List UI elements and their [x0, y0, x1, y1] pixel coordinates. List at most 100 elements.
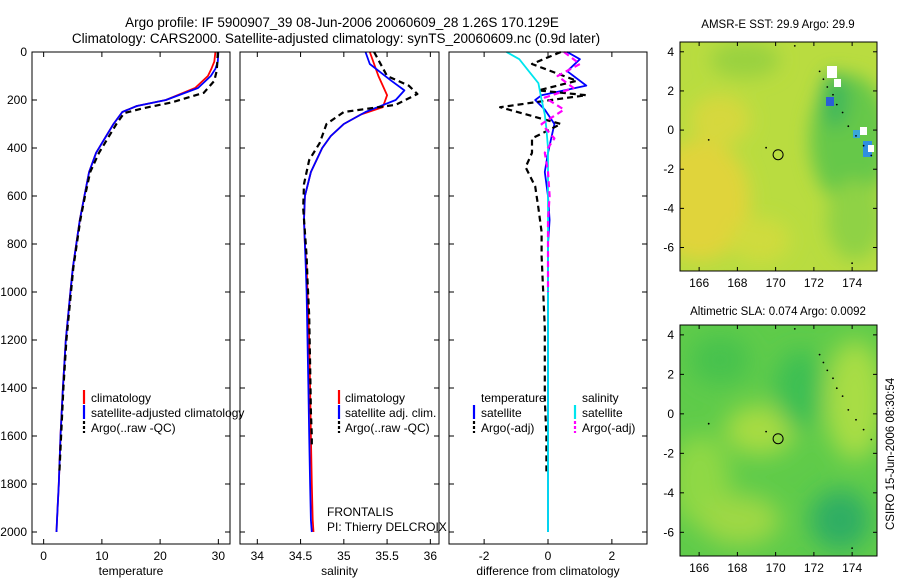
x-tick-label: 0 — [545, 549, 552, 563]
island-dot — [862, 428, 865, 431]
sla-map-axes: 166 168 170 172 174 -6 -4 -2 0 2 4 — [663, 324, 878, 575]
figure-title-line1: Argo profile: IF 5900907_39 08-Jun-2006 … — [125, 15, 559, 30]
sst-cold-pixel — [853, 130, 860, 138]
y-tick-label: 2 — [667, 84, 674, 98]
x-tick-label: 35.5 — [375, 549, 399, 563]
x-axis-label: temperature — [99, 564, 164, 578]
argo-position-marker — [772, 149, 784, 161]
x-tick-label: 30 — [212, 549, 226, 563]
island-dot — [832, 377, 834, 380]
figure-title-line2: Climatology: CARS2000. Satellite-adjuste… — [72, 31, 600, 46]
island-dot — [851, 262, 853, 265]
island-dot — [707, 422, 710, 425]
legend-label-climatology: climatology — [345, 391, 405, 405]
legend-label-satellite: satellite-adjusted climatology — [91, 406, 244, 420]
y-tick-label: 2000 — [0, 525, 27, 539]
island-dot — [835, 387, 838, 390]
sst-missing-pixel — [868, 145, 874, 152]
sst-cold-pixel — [863, 141, 872, 157]
salinity-axes: 34 34.5 35 35.5 36 salinity — [239, 51, 440, 578]
x-tick-label: 34.5 — [289, 549, 313, 563]
y-tick-label: -6 — [663, 525, 674, 539]
x-tick-label: 170 — [766, 561, 786, 575]
salinity-legend: climatology satellite adj. clim. Argo(..… — [337, 390, 436, 435]
axes-frame — [239, 51, 440, 545]
island-dot — [822, 78, 825, 81]
y-tick-label: 1400 — [0, 381, 27, 395]
island-dot — [855, 135, 857, 137]
legend-label-climatology: climatology — [91, 391, 151, 405]
island-dot — [818, 353, 821, 356]
x-tick-label: 0 — [40, 549, 47, 563]
sst-missing-pixel — [834, 79, 841, 87]
island-dot — [707, 139, 710, 141]
series-line-salinity-argo-adj — [540, 51, 582, 292]
y-tick-label: 4 — [667, 45, 674, 59]
legend-heading-temperature: temperature — [481, 391, 546, 405]
island-dot — [855, 418, 857, 421]
credit-stamp: CSIRO 15-Jun-2006 08:30:54 — [885, 377, 897, 530]
y-tick-label: 0 — [667, 407, 674, 421]
x-tick-label: 172 — [804, 561, 824, 575]
y-tick-label: 400 — [7, 141, 27, 155]
sla-map-title: Altimetric SLA: 0.074 Argo: 0.0092 — [690, 306, 866, 318]
sst-field — [680, 42, 877, 271]
island-dot — [847, 409, 850, 411]
pi-name: PI: Thierry DELCROIX — [327, 520, 447, 534]
y-tick-label: -2 — [663, 446, 674, 460]
series-line-argo-raw-qc — [58, 51, 219, 473]
x-tick-label: 172 — [804, 276, 824, 290]
y-tick-label: 4 — [667, 328, 674, 342]
x-tick-label: 174 — [842, 561, 862, 575]
island-dot — [765, 146, 767, 149]
island-dot — [841, 111, 844, 114]
island-dot — [870, 154, 873, 157]
island-dot — [826, 369, 829, 372]
y-tick-label: 1200 — [0, 333, 27, 347]
y-tick-label: 2 — [667, 367, 674, 381]
legend-label-argo: Argo(..raw -QC) — [345, 421, 430, 435]
island-dot — [841, 395, 844, 397]
x-tick-label: 10 — [95, 549, 109, 563]
island-dot — [835, 103, 838, 106]
sst-map-title: AMSR-E SST: 29.9 Argo: 29.9 — [701, 19, 854, 31]
island-dot — [793, 328, 796, 330]
y-tick-label: -4 — [663, 201, 674, 215]
sst-missing-pixel — [860, 127, 867, 135]
y-tick-label: 800 — [7, 237, 27, 251]
legend-label-temp-argo: Argo(-adj) — [481, 421, 534, 435]
series-line-satellite-adj-clim — [303, 51, 406, 533]
x-tick-label: 35 — [337, 549, 351, 563]
legend-label-sal-argo: Argo(-adj) — [582, 421, 635, 435]
sst-missing-pixel — [827, 66, 837, 78]
legend-label-sal-satellite: satellite — [582, 406, 623, 420]
island-dot — [793, 45, 796, 47]
y-tick-label: 0 — [20, 45, 27, 59]
legend-label-argo: Argo(..raw -QC) — [91, 421, 176, 435]
island-dot — [832, 93, 834, 96]
island-dot — [818, 70, 821, 73]
series-line-temperature-argo-adj — [499, 50, 588, 472]
x-axis-label: difference from climatology — [476, 564, 619, 578]
sla-field — [680, 325, 877, 556]
legend-heading-salinity: salinity — [582, 391, 619, 405]
map-frame — [679, 324, 878, 557]
y-tick-label: 200 — [7, 93, 27, 107]
temperature-axes: 0 10 20 30 0 200 400 600 800 1000 1200 1400 1600 1800… — [0, 45, 231, 578]
island-dot — [870, 438, 873, 441]
y-tick-label: 1000 — [0, 285, 27, 299]
series-line-argo-raw-qc — [302, 51, 419, 448]
legend-label-temp-satellite: satellite — [481, 406, 522, 420]
x-tick-label: -2 — [479, 549, 490, 563]
y-tick-label: 0 — [667, 123, 674, 137]
y-tick-label: -4 — [663, 486, 674, 500]
x-tick-label: 166 — [689, 561, 709, 575]
x-tick-label: 166 — [689, 276, 709, 290]
temperature-legend: climatology satellite-adjusted climatolo… — [82, 390, 244, 435]
y-tick-label: 1800 — [0, 477, 27, 491]
island-dot — [847, 125, 850, 128]
sla-map: 166 168 170 172 174 -6 -4 -2 0 2 4 — [663, 324, 878, 575]
island-dot — [826, 86, 829, 88]
y-tick-label: 1600 — [0, 429, 27, 443]
y-tick-label: -6 — [663, 241, 674, 255]
